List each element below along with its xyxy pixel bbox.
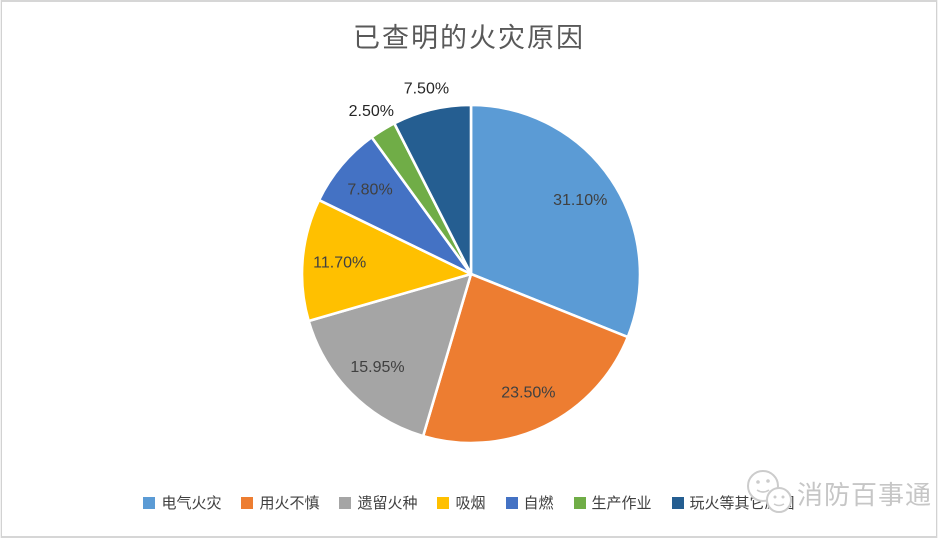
legend-item-1: 用火不慎 <box>241 492 319 513</box>
chart-title: 已查明的火灾原因 <box>353 23 585 53</box>
legend-label: 自燃 <box>523 495 554 512</box>
legend-swatch-icon <box>505 496 518 509</box>
pie-label-0: 31.10% <box>553 192 607 209</box>
legend-swatch-icon <box>241 496 254 509</box>
pie-label-5: 2.50% <box>349 103 394 120</box>
legend-swatch-icon <box>671 496 684 509</box>
legend-item-4: 自燃 <box>505 492 554 513</box>
legend-swatch-icon <box>573 496 586 509</box>
legend-item-5: 生产作业 <box>573 492 652 513</box>
pie-label-2: 15.95% <box>350 359 404 376</box>
pie-label-6: 7.50% <box>404 80 449 97</box>
legend-label: 用火不慎 <box>259 495 320 512</box>
legend-label: 吸烟 <box>455 495 486 512</box>
legend-item-6: 玩火等其它原因 <box>671 492 795 513</box>
pie-label-4: 7.80% <box>347 181 392 198</box>
pie-label-3: 11.70% <box>313 255 366 272</box>
legend-item-3: 吸烟 <box>437 492 486 513</box>
legend-label: 电气火灾 <box>161 495 222 512</box>
legend-label: 遗留火种 <box>357 495 418 512</box>
legend-swatch-icon <box>437 496 450 509</box>
legend-swatch-icon <box>339 496 352 509</box>
pie-slice-1 <box>421 272 630 445</box>
legend-swatch-icon <box>143 496 156 509</box>
pie-slice-3 <box>300 198 473 323</box>
legend-item-0: 电气火灾 <box>143 492 221 513</box>
pie-slice-6 <box>393 103 473 276</box>
legend-label: 生产作业 <box>591 495 652 512</box>
legend-label: 玩火等其它原因 <box>689 495 795 512</box>
pie-label-1: 23.50% <box>501 385 555 402</box>
pie-slice-2 <box>307 272 473 438</box>
chart-legend: 电气火灾 用火不慎 遗留火种 吸烟 自燃 生产作业 玩火等其它原因 <box>2 492 936 513</box>
legend-item-2: 遗留火种 <box>339 492 417 513</box>
pie-slice-0 <box>469 103 642 339</box>
